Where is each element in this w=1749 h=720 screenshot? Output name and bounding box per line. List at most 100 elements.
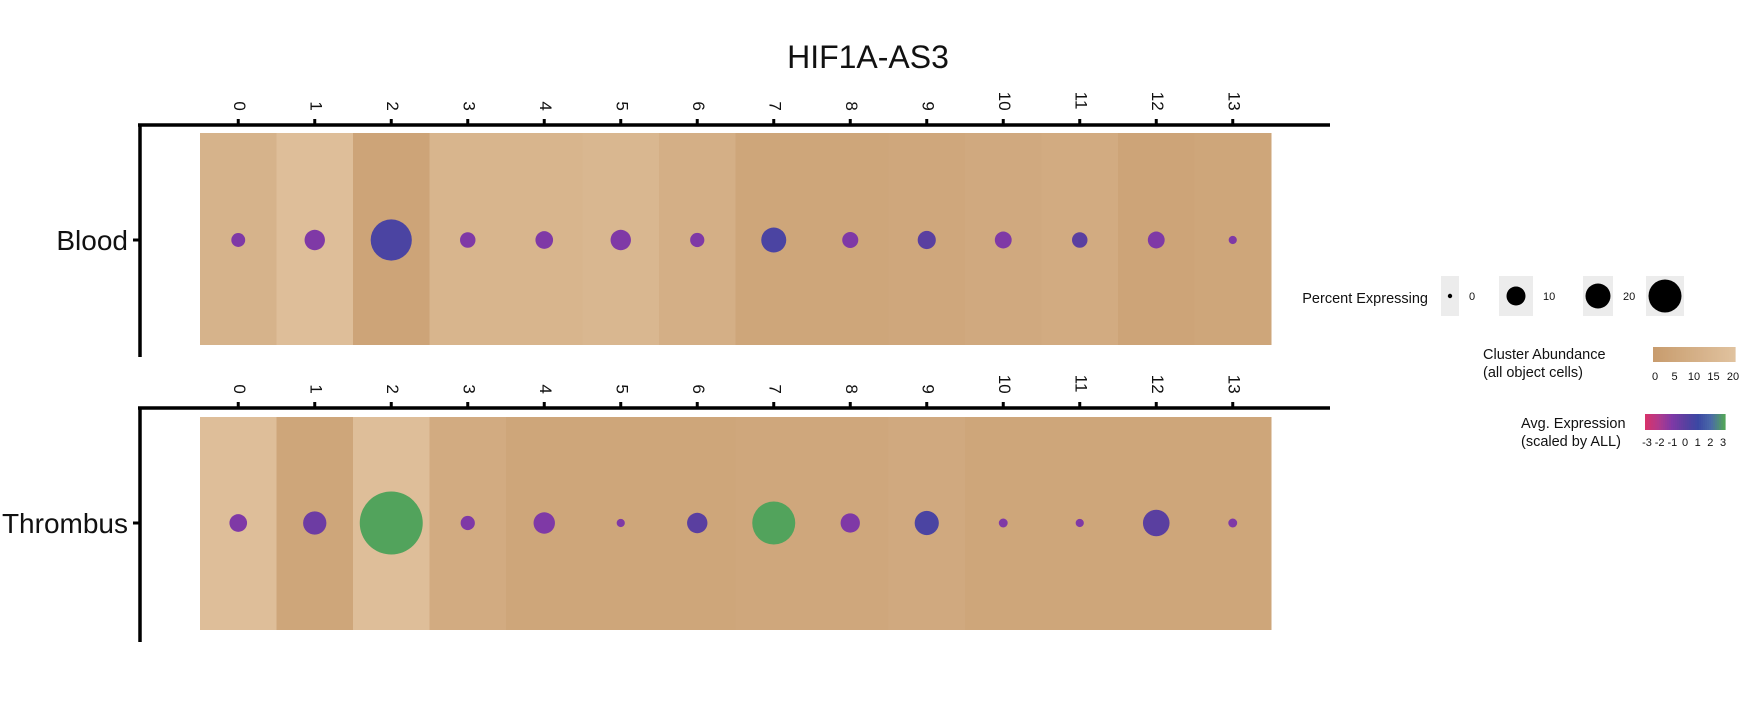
legend-gradient-step <box>1669 414 1672 430</box>
legend-gradient-step <box>1663 347 1666 362</box>
legend-gradient-step <box>1728 347 1732 362</box>
legend-tick-label: -1 <box>1667 437 1677 449</box>
legend-gradient-step <box>1702 347 1705 362</box>
legend-gradient-step <box>1671 347 1675 362</box>
legend-gradient-step <box>1655 347 1658 362</box>
legend-gradient-step <box>1720 347 1724 362</box>
legend-gradient-step <box>1667 414 1670 430</box>
legend-gradient-step <box>1713 414 1716 430</box>
legend-gradient-step <box>1695 414 1698 430</box>
legend-gradient-step <box>1685 414 1688 430</box>
legend-gradient-step <box>1724 347 1728 362</box>
legend-cluster-abundance: Cluster Abundance (all object cells) 0 5 10 1… <box>1483 347 1739 383</box>
legend-gradient-step <box>1697 414 1700 430</box>
row-label: Thrombus <box>2 508 128 539</box>
expression-dot <box>687 512 708 534</box>
legend-gradient-step <box>1665 347 1668 362</box>
legend-gradient-step <box>1659 347 1662 362</box>
legend-gradient-step <box>1649 414 1652 430</box>
x-tick-label: 7 <box>765 384 784 393</box>
expression-dot <box>304 229 325 251</box>
x-tick-label: 0 <box>230 101 249 110</box>
legend-gradient-step <box>1663 414 1666 430</box>
legend-gradient-step <box>1679 414 1682 430</box>
x-tick-label: 3 <box>459 384 478 393</box>
legend-gradient-step <box>1671 414 1674 430</box>
x-tick-label: 12 <box>1148 375 1167 394</box>
legend-tick-label: 10 <box>1543 291 1555 303</box>
expression-dot <box>616 518 625 528</box>
legend-gradient-step <box>1667 347 1670 362</box>
legend-gradient-step <box>1693 414 1696 430</box>
legend-gradient-step <box>1659 414 1662 430</box>
legend-gradient-step <box>1675 414 1678 430</box>
x-tick-label: 0 <box>230 384 249 393</box>
legend-tick-label: -3 <box>1642 437 1652 449</box>
legend-gradient-step <box>1661 347 1664 362</box>
legend-gradient-step <box>1699 414 1702 430</box>
legend-gradient-step <box>1677 347 1681 362</box>
legend-gradient-step <box>1653 414 1656 430</box>
legend-gradient-step <box>1689 347 1693 362</box>
expression-dot <box>231 233 246 247</box>
legend-gradient-step <box>1709 414 1712 430</box>
x-tick-label: 5 <box>612 101 631 110</box>
legend-tick-label: 1 <box>1695 437 1701 449</box>
legend-percent-expressing: Percent Expressing 0 10 20 <box>1302 276 1684 316</box>
x-tick-label: 7 <box>765 101 784 110</box>
x-tick-label: 1 <box>306 101 325 110</box>
legend-size-dot <box>1447 293 1453 299</box>
expression-dot <box>917 230 936 250</box>
legend-gradient-step <box>1645 414 1648 430</box>
legend-tick-label: 2 <box>1707 437 1713 449</box>
x-tick-label: 3 <box>459 101 478 110</box>
legend-gradient-step <box>1716 347 1720 362</box>
legend-gradient-step <box>1687 347 1691 362</box>
legend-tick-label: 15 <box>1707 371 1719 383</box>
expression-dot <box>1142 509 1170 537</box>
legend-tick-label: 0 <box>1469 291 1475 303</box>
legend-gradient-step <box>1679 347 1683 362</box>
expression-dot <box>460 515 475 531</box>
x-tick-label: 8 <box>842 384 861 393</box>
legend-gradient-step <box>1719 414 1722 430</box>
x-tick-label: 10 <box>995 92 1014 111</box>
legend-gradient-step <box>1708 347 1711 362</box>
legend-gradient-step <box>1653 347 1656 362</box>
legend-gradient-step <box>1651 414 1654 430</box>
legend-gradient-step <box>1661 414 1664 430</box>
x-tick-label: 6 <box>689 101 708 110</box>
legend-gradient-step <box>1703 414 1706 430</box>
legend-gradient-step <box>1701 414 1704 430</box>
legend-gradient-step <box>1705 414 1708 430</box>
x-tick-label: 10 <box>995 375 1014 394</box>
legend-gradient-step <box>1726 347 1730 362</box>
legend-gradient-step <box>1681 347 1685 362</box>
legend-size-dot <box>1585 283 1611 309</box>
expression-dot <box>1228 518 1238 528</box>
expression-dot <box>840 513 860 533</box>
legend-gradient-step <box>1723 414 1726 430</box>
legend-tick-label: 20 <box>1727 371 1739 383</box>
legend-gradient-step <box>1700 347 1703 362</box>
x-tick-label: 13 <box>1224 375 1243 394</box>
expression-dot <box>1072 232 1088 248</box>
legend-gradient-step <box>1696 347 1699 362</box>
legend-gradient-step <box>1732 347 1736 362</box>
legend-gradient-step <box>1710 347 1714 362</box>
legend-gradient-step <box>1715 414 1718 430</box>
legend-tick-label: 10 <box>1688 371 1700 383</box>
legend-gradient-step <box>1722 347 1726 362</box>
legend-gradient-step <box>1681 414 1684 430</box>
legend-subtitle: (scaled by ALL) <box>1521 434 1621 450</box>
legend-gradient-step <box>1655 414 1658 430</box>
expression-dot <box>842 231 859 249</box>
legend-gradient-step <box>1704 347 1707 362</box>
x-tick-label: 4 <box>536 101 555 110</box>
legend-subtitle: (all object cells) <box>1483 365 1583 381</box>
legend-gradient-step <box>1647 414 1650 430</box>
x-tick-label: 9 <box>918 384 937 393</box>
